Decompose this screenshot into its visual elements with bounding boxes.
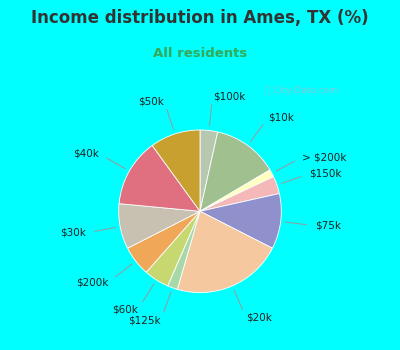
Text: $200k: $200k <box>76 277 108 287</box>
Text: > $200k: > $200k <box>302 152 347 162</box>
Wedge shape <box>168 211 200 289</box>
Wedge shape <box>200 177 279 211</box>
Text: $100k: $100k <box>213 91 245 101</box>
Text: Income distribution in Ames, TX (%): Income distribution in Ames, TX (%) <box>31 9 369 27</box>
Text: $40k: $40k <box>74 149 100 159</box>
Text: $30k: $30k <box>60 228 86 238</box>
Wedge shape <box>200 132 270 211</box>
Wedge shape <box>128 211 200 272</box>
Wedge shape <box>146 211 200 286</box>
Text: $50k: $50k <box>138 96 164 106</box>
Text: All residents: All residents <box>153 47 247 60</box>
Wedge shape <box>152 130 200 211</box>
Text: $10k: $10k <box>268 113 294 122</box>
Wedge shape <box>200 130 218 211</box>
Wedge shape <box>200 194 281 248</box>
Text: ⓘ City-Data.com: ⓘ City-Data.com <box>265 86 338 95</box>
Wedge shape <box>119 204 200 248</box>
Text: $75k: $75k <box>315 221 341 231</box>
Wedge shape <box>177 211 272 293</box>
Wedge shape <box>200 170 274 211</box>
Text: $125k: $125k <box>128 315 161 325</box>
Text: $60k: $60k <box>112 304 138 314</box>
Text: $20k: $20k <box>246 313 272 322</box>
Text: $150k: $150k <box>310 169 342 179</box>
Wedge shape <box>119 146 200 211</box>
